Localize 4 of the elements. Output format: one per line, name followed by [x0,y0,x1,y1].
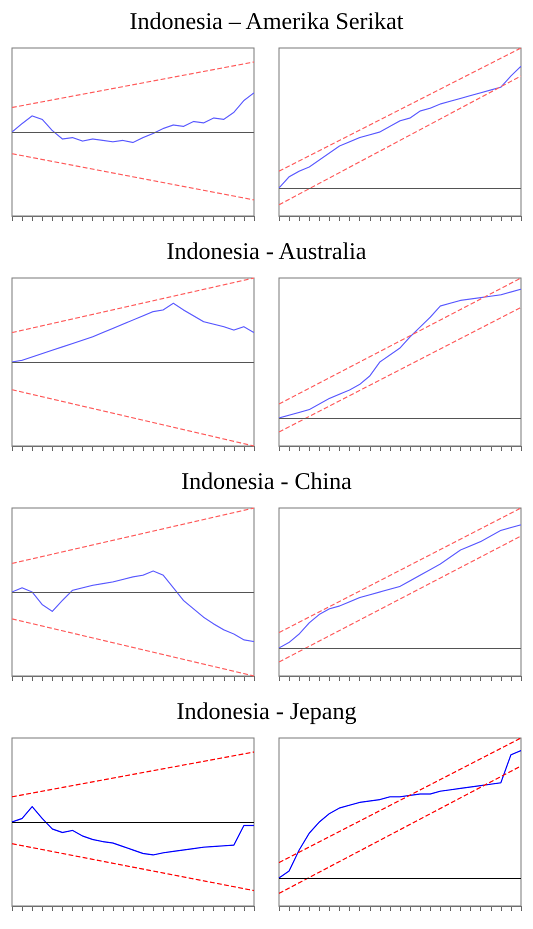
chart-title: Indonesia - China [180,468,353,496]
chart-title: Indonesia - Jepang [176,698,358,726]
chart-title: Indonesia - Australia [166,238,368,266]
chart-title: Indonesia – Amerika Serikat [128,8,404,36]
